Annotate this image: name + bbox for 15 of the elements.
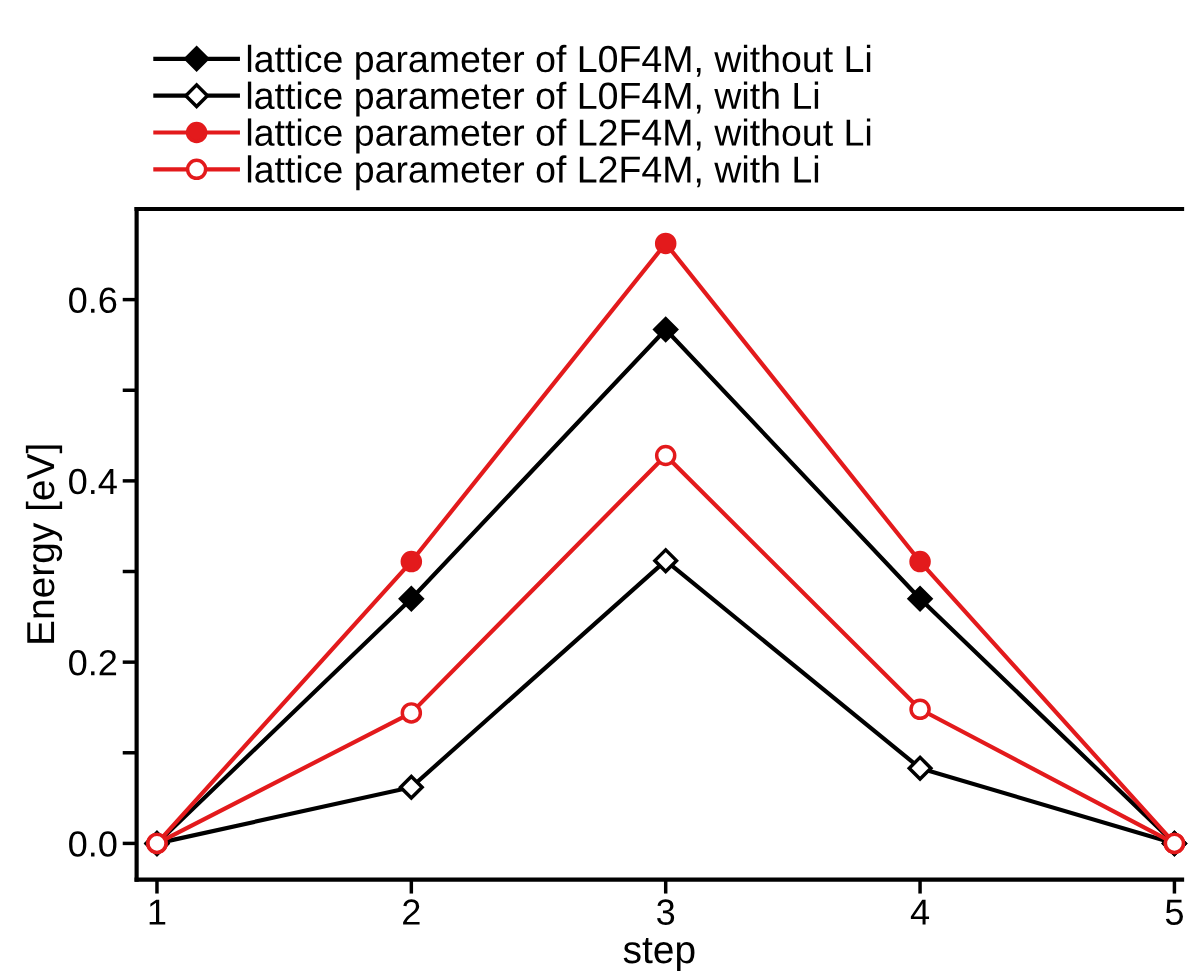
legend-label: lattice parameter of L2F4M, without Li [247, 118, 871, 154]
legend-label: lattice parameter of L2F4M, with Li [247, 155, 819, 191]
legend-label: lattice parameter of L0F4M, without Li [247, 44, 871, 80]
legend-label: lattice parameter of L0F4M, with Li [247, 81, 819, 117]
x-axis-title: step [623, 937, 695, 972]
x-tick-label: 1 [149, 899, 166, 925]
y-axis-title: Energy [eV] [25, 445, 63, 643]
x-tick-label: 5 [1165, 899, 1183, 925]
y-tick-label: 0.4 [69, 468, 117, 495]
y-tick-label: 0.0 [69, 831, 117, 857]
y-tick-label: 0.6 [69, 287, 117, 314]
x-tick-label: 2 [403, 899, 420, 925]
x-tick-label: 4 [910, 899, 930, 925]
x-tick-label: 3 [657, 899, 675, 925]
y-tick-label: 0.2 [69, 650, 117, 676]
